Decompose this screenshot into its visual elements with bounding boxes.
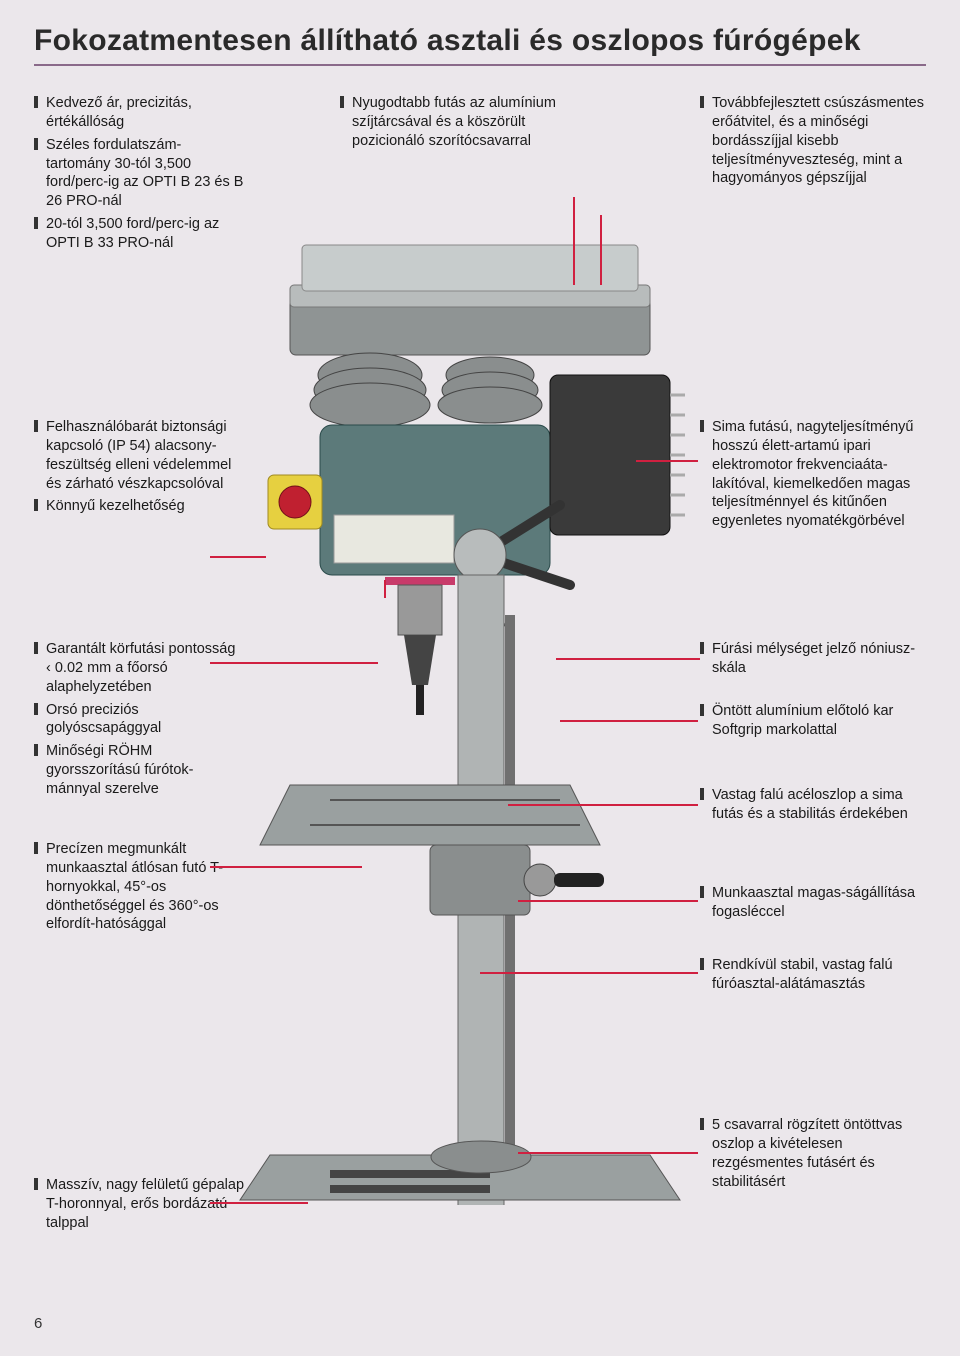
callout-line <box>518 900 698 902</box>
bullet: Nyugodtabb futás az alumínium szíjtárcsá… <box>340 94 590 151</box>
right-block-2: Sima futású, nagyteljesítményű hosszú él… <box>700 418 926 535</box>
bullet: Precízen megmunkált munkaasztal átlósan … <box>34 840 244 934</box>
bullet: Masszív, nagy felületű gépalap T-horonny… <box>34 1176 244 1233</box>
callout-line <box>573 197 575 285</box>
callout-line <box>210 1202 308 1204</box>
product-image <box>230 145 700 1205</box>
callout-line <box>480 972 698 974</box>
callout-line <box>556 658 700 660</box>
callout-line <box>560 720 698 722</box>
left-block-3: Garantált körfutási pontosság ‹ 0.02 mm … <box>34 640 244 803</box>
bullet: Orsó preciziós golyóscsapággyal <box>34 701 244 739</box>
right-block-7: Rendkívül stabil, vastag falú fúróasztal… <box>700 956 926 998</box>
bullet: Öntött alumínium előtoló kar Softgrip ma… <box>700 702 926 740</box>
callout-line <box>384 580 386 598</box>
page-title: Fokozatmentesen állítható asztali és osz… <box>34 24 926 66</box>
left-block-4: Precízen megmunkált munkaasztal átlósan … <box>34 840 244 938</box>
left-block-5: Masszív, nagy felületű gépalap T-horonny… <box>34 1176 244 1237</box>
bullet: Kedvező ár, precizitás, értékállóság <box>34 94 244 132</box>
right-block-5: Vastag falú acéloszlop a sima futás és a… <box>700 786 926 828</box>
callout-line <box>210 866 362 868</box>
callout-line <box>210 556 266 558</box>
bullet: 5 csavarral rögzített öntöttvas oszlop a… <box>700 1116 926 1191</box>
callout-line <box>508 804 698 806</box>
right-block-1: Továbbfejlesztett csúszásmentes erőátvit… <box>700 94 926 192</box>
bullet: Széles fordulatszám-tartomány 30-tól 3,5… <box>34 136 244 211</box>
bullet: Rendkívül stabil, vastag falú fúróasztal… <box>700 956 926 994</box>
callout-line <box>210 662 378 664</box>
callout-line <box>600 215 602 285</box>
right-block-3: Fúrási mélységet jelző nóniusz-skála <box>700 640 926 682</box>
callout-line <box>636 460 698 462</box>
right-block-8: 5 csavarral rögzített öntöttvas oszlop a… <box>700 1116 926 1195</box>
bullet: Munkaasztal magas-ságállítása fogaslécce… <box>700 884 926 922</box>
right-block-4: Öntött alumínium előtoló kar Softgrip ma… <box>700 702 926 744</box>
callout-line <box>518 1152 698 1154</box>
bullet: Fúrási mélységet jelző nóniusz-skála <box>700 640 926 678</box>
right-block-6: Munkaasztal magas-ságállítása fogaslécce… <box>700 884 926 926</box>
bullet: 20-tól 3,500 ford/perc-ig az OPTI B 33 P… <box>34 215 244 253</box>
left-block-2: Felhasználóbarát biztonsági kapcsoló (IP… <box>34 418 244 520</box>
bullet: Könnyű kezelhetőség <box>34 497 244 516</box>
page: Fokozatmentesen állítható asztali és osz… <box>0 0 960 1356</box>
bullet: Garantált körfutási pontosság ‹ 0.02 mm … <box>34 640 244 697</box>
mid-block-1: Nyugodtabb futás az alumínium szíjtárcsá… <box>340 94 590 155</box>
bullet: Felhasználóbarát biztonsági kapcsoló (IP… <box>34 418 244 493</box>
drill-press-svg <box>230 145 700 1205</box>
page-number: 6 <box>34 1315 42 1332</box>
bullet: Továbbfejlesztett csúszásmentes erőátvit… <box>700 94 926 188</box>
bullet: Minőségi RÖHM gyorsszorítású fúrótok-mán… <box>34 742 244 799</box>
left-block-1: Kedvező ár, precizitás, értékállóság Szé… <box>34 94 244 257</box>
bullet: Vastag falú acéloszlop a sima futás és a… <box>700 786 926 824</box>
bullet: Sima futású, nagyteljesítményű hosszú él… <box>700 418 926 531</box>
